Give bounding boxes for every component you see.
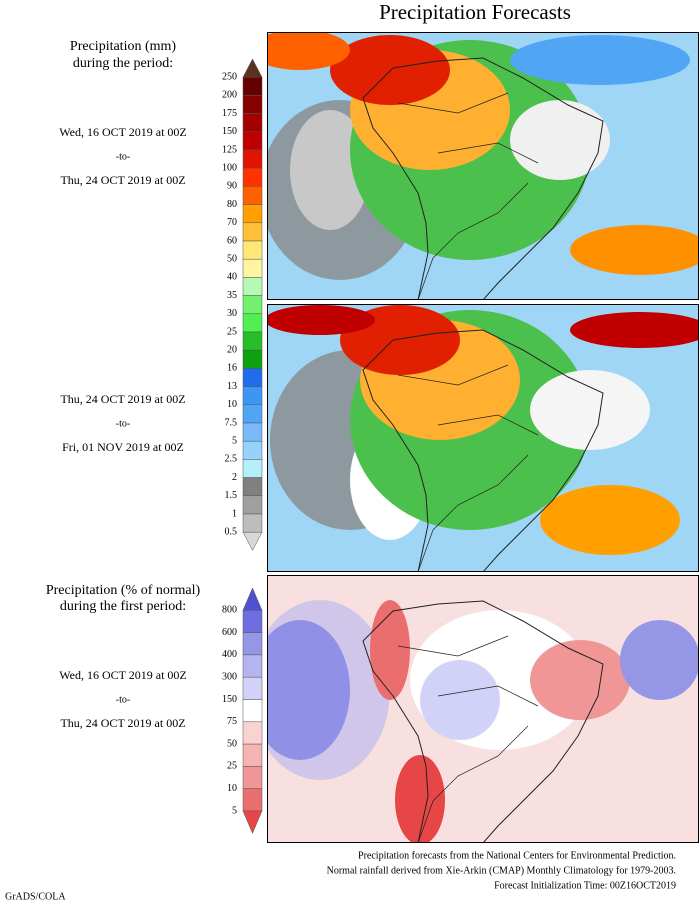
colorbar-segment bbox=[242, 386, 263, 406]
colorbar-segment bbox=[242, 149, 263, 169]
colorbar-segment bbox=[242, 440, 263, 460]
colorbar-segment bbox=[242, 349, 263, 369]
panel-frame bbox=[267, 32, 699, 300]
colorbar-cap bbox=[242, 810, 263, 834]
colorbar-label: 80 bbox=[227, 199, 237, 210]
colorbar-segment bbox=[242, 422, 263, 442]
colorbar-label: 5 bbox=[232, 805, 237, 816]
colorbar-label: 7.5 bbox=[225, 417, 238, 428]
colorbar-segment bbox=[242, 331, 263, 351]
colorbar-segment bbox=[242, 258, 263, 278]
colorbar-label: 2.5 bbox=[225, 454, 238, 465]
colorbar-segment bbox=[242, 743, 263, 767]
colorbar-segment bbox=[242, 766, 263, 789]
colorbar-label: 50 bbox=[227, 253, 237, 264]
colorbar-label: 20 bbox=[227, 344, 237, 355]
colorbar-label: 1.5 bbox=[225, 490, 238, 501]
colorbar-segment bbox=[242, 204, 263, 224]
colorbar-segment bbox=[242, 131, 263, 151]
colorbar-segment bbox=[242, 676, 263, 700]
colorbar-segment bbox=[242, 167, 263, 187]
credit: GrADS/COLA bbox=[5, 891, 66, 902]
period-start: Wed, 16 OCT 2019 at 00Z bbox=[59, 125, 186, 139]
colorbar-label: 100 bbox=[222, 162, 237, 173]
colorbar-segment bbox=[242, 222, 263, 242]
period-start: Thu, 24 OCT 2019 at 00Z bbox=[60, 392, 185, 406]
colorbar-label: 200 bbox=[222, 90, 237, 101]
colorbar-segment bbox=[242, 610, 263, 633]
colorbar-cap bbox=[242, 58, 263, 78]
colorbar-label: 250 bbox=[222, 71, 237, 82]
colorbar-label: 600 bbox=[222, 627, 237, 638]
colorbar-segment bbox=[242, 477, 263, 497]
colorbar-label: 800 bbox=[222, 605, 237, 616]
colorbar-label: 40 bbox=[227, 272, 237, 283]
colorbar-label: 5 bbox=[232, 435, 237, 446]
period-end: Thu, 24 OCT 2019 at 00Z bbox=[60, 173, 185, 187]
colorbar-label: 75 bbox=[227, 716, 237, 727]
period-to: -to- bbox=[116, 418, 130, 429]
colorbar-label: 400 bbox=[222, 649, 237, 660]
colorbar-segment bbox=[242, 368, 263, 387]
map-percent-normal bbox=[268, 576, 698, 842]
legend-heading: during the period: bbox=[73, 56, 173, 71]
footer-line: Precipitation forecasts from the Nationa… bbox=[358, 850, 676, 861]
panel-frame bbox=[267, 575, 699, 843]
colorbar-label: 30 bbox=[227, 308, 237, 319]
footer-line: Normal rainfall derived from Xie-Arkin (… bbox=[327, 865, 676, 876]
colorbar-segment bbox=[242, 788, 263, 812]
colorbar-segment bbox=[242, 113, 263, 133]
period-to: -to- bbox=[116, 694, 130, 705]
period-start: Wed, 16 OCT 2019 at 00Z bbox=[59, 668, 186, 682]
colorbar-segment bbox=[242, 313, 263, 333]
colorbar-label: 150 bbox=[222, 126, 237, 137]
colorbar-segment bbox=[242, 404, 263, 424]
title: Precipitation Forecasts bbox=[379, 0, 571, 24]
colorbar-label: 0.5 bbox=[225, 526, 238, 537]
colorbar-label: 25 bbox=[227, 326, 237, 337]
colorbar-label: 2 bbox=[232, 472, 237, 483]
colorbar-label: 300 bbox=[222, 671, 237, 682]
colorbar-segment bbox=[242, 295, 263, 315]
colorbar-label: 150 bbox=[222, 694, 237, 705]
colorbar-label: 25 bbox=[227, 761, 237, 772]
colorbar-cap bbox=[242, 531, 263, 551]
colorbar-segment bbox=[242, 240, 263, 260]
colorbar-segment bbox=[242, 513, 263, 533]
colorbar-segment bbox=[242, 632, 263, 656]
colorbar-label: 50 bbox=[227, 738, 237, 749]
colorbar-label: 60 bbox=[227, 235, 237, 246]
footer-line: Forecast Initialization Time: 00Z16OCT20… bbox=[494, 880, 676, 891]
map-period-2 bbox=[268, 305, 698, 571]
colorbar-cap bbox=[242, 587, 263, 611]
map-period-1 bbox=[268, 33, 698, 299]
colorbar-label: 16 bbox=[227, 363, 237, 374]
colorbar-label: 35 bbox=[227, 290, 237, 301]
colorbar-label: 10 bbox=[227, 783, 237, 794]
colorbar-segment bbox=[242, 277, 263, 296]
legend-heading: Precipitation (mm) bbox=[70, 39, 176, 54]
panel-frame bbox=[267, 304, 699, 572]
colorbar-label: 125 bbox=[222, 144, 237, 155]
colorbar-segment bbox=[242, 459, 263, 478]
period-end: Thu, 24 OCT 2019 at 00Z bbox=[60, 716, 185, 730]
colorbar-segment bbox=[242, 95, 263, 114]
colorbar-label: 10 bbox=[227, 399, 237, 410]
period-to: -to- bbox=[116, 151, 130, 162]
colorbar-segment bbox=[242, 76, 263, 96]
period-end: Fri, 01 NOV 2019 at 00Z bbox=[62, 440, 184, 454]
colorbar-label: 90 bbox=[227, 181, 237, 192]
colorbar-label: 175 bbox=[222, 108, 237, 119]
colorbar-label: 1 bbox=[232, 508, 237, 519]
colorbar-label: 70 bbox=[227, 217, 237, 228]
colorbar-segment bbox=[242, 186, 263, 205]
colorbar-segment bbox=[242, 654, 263, 678]
legend-heading: Precipitation (% of normal) bbox=[46, 583, 201, 598]
legend-heading: during the first period: bbox=[60, 599, 186, 614]
colorbar-segment bbox=[242, 699, 263, 723]
colorbar-segment bbox=[242, 495, 263, 515]
colorbar-label: 13 bbox=[227, 381, 237, 392]
colorbar-segment bbox=[242, 721, 263, 745]
